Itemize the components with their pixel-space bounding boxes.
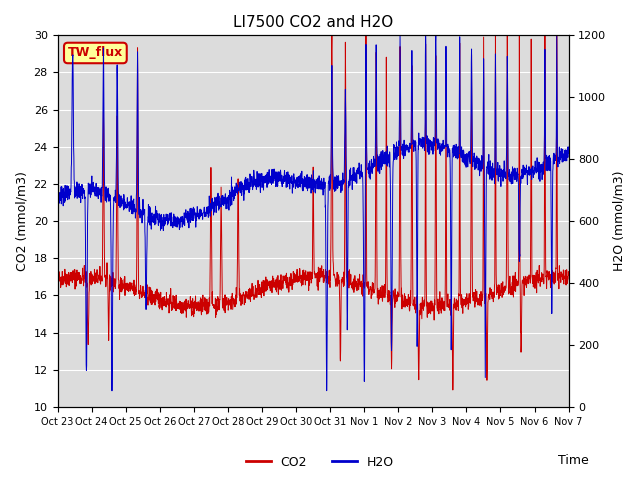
Title: LI7500 CO2 and H2O: LI7500 CO2 and H2O: [233, 15, 393, 30]
Text: TW_flux: TW_flux: [68, 47, 123, 60]
Y-axis label: H2O (mmol/m3): H2O (mmol/m3): [612, 171, 625, 271]
Y-axis label: CO2 (mmol/m3): CO2 (mmol/m3): [15, 171, 28, 271]
Text: Time: Time: [558, 454, 589, 467]
Legend: CO2, H2O: CO2, H2O: [241, 451, 399, 474]
